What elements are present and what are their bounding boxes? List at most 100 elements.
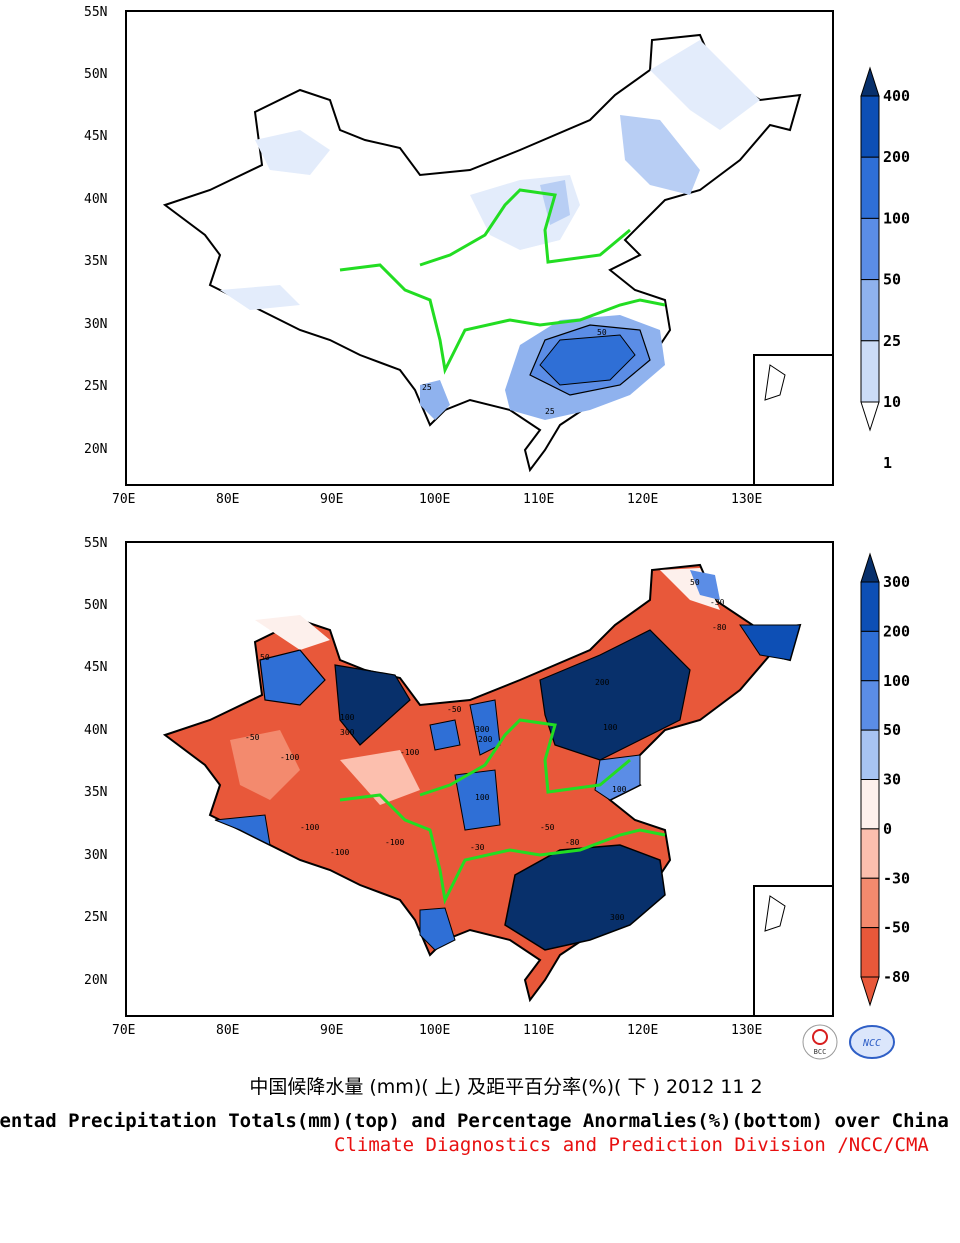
ncc-logo	[849, 1025, 895, 1059]
colorbar-label: 25	[883, 332, 901, 350]
lat-tick-label: 25N	[84, 379, 107, 394]
inset-coast	[764, 895, 786, 932]
colorbar-arrow-top	[860, 66, 880, 97]
anomaly-area	[214, 814, 271, 846]
lat-tick-label: 40N	[84, 723, 107, 738]
anomaly-area	[255, 615, 330, 650]
precip-area	[220, 285, 300, 310]
contour-label: -100	[280, 753, 299, 762]
yangtze-river	[339, 793, 666, 905]
precip-total-map: 50 25 25 55N 50N 45N 40N 35N 30N 25N 20N…	[84, 5, 910, 507]
longitude-labels: 70E 80E 90E 100E 110E 120E 130E	[112, 1023, 762, 1038]
lat-tick-label: 50N	[84, 598, 107, 613]
colorbar-label: 10	[883, 393, 901, 411]
colorbar-segment	[860, 279, 880, 342]
contour-label: -30	[470, 843, 485, 852]
contour-labels: -100 -100 -50 50 100 300 200 -30 -80 100…	[245, 578, 727, 922]
contour-label: -100	[330, 848, 349, 857]
contour-label: -80	[712, 623, 727, 632]
contour-label: 25	[545, 407, 555, 416]
contour-label: 100	[475, 793, 490, 802]
lat-tick-label: 45N	[84, 129, 107, 144]
lon-tick-label: 70E	[112, 1023, 135, 1038]
anomaly-area	[429, 719, 461, 751]
colorbar-segment	[860, 729, 880, 780]
lat-tick-label: 55N	[84, 536, 107, 551]
precip-area	[540, 180, 570, 225]
colorbar-label: 50	[883, 271, 901, 289]
contour-label: -50	[245, 733, 260, 742]
contour-label: 50	[260, 653, 270, 662]
lon-tick-label: 80E	[216, 1023, 239, 1038]
lon-tick-label: 120E	[627, 492, 658, 507]
lon-tick-label: 100E	[419, 492, 450, 507]
precip-anomaly-map-panel: -100 -100 -50 50 100 300 200 -30 -80 100…	[0, 530, 960, 1050]
colorbar-label: -30	[883, 869, 910, 887]
contour-label: 100	[603, 723, 618, 732]
precip-total-map-panel: 50 25 25 55N 50N 45N 40N 35N 30N 25N 20N…	[0, 0, 960, 520]
lon-tick-label: 100E	[419, 1023, 450, 1038]
ncc-logo-text: NCC	[862, 1038, 881, 1049]
inset-coast	[764, 364, 786, 401]
colorbar-segment	[860, 927, 880, 978]
colorbar-label: 400	[883, 87, 910, 105]
contour-label: -30	[710, 598, 725, 607]
colorbar-top: 400 200 100 50 25 10 1	[860, 66, 910, 472]
yangtze-river	[339, 263, 666, 375]
lat-tick-label: 45N	[84, 660, 107, 675]
colorbar-label: 100	[883, 672, 910, 690]
chart-title-chinese: 中国候降水量 (mm)( 上) 及距平百分率(%)( 下 ) 2012 11 2	[249, 1076, 763, 1098]
bcc-logo	[802, 1024, 838, 1060]
contour-label: 300	[610, 913, 625, 922]
anomaly-area	[340, 750, 420, 805]
precip-area	[539, 334, 636, 386]
colorbar-label: 300	[883, 573, 910, 591]
colorbar-label: 200	[883, 622, 910, 640]
colorbar-label: 0	[883, 820, 892, 838]
contour-label: 200	[478, 735, 493, 744]
anomaly-area	[230, 730, 300, 800]
chart-title-english: Pentad Precipitation Totals(mm)(top) and…	[0, 1110, 949, 1132]
lon-tick-label: 80E	[216, 492, 239, 507]
colorbar-segment	[860, 340, 880, 403]
contour-label: -100	[300, 823, 319, 832]
precip-area	[420, 380, 450, 420]
contour-label: 50	[597, 328, 607, 337]
lon-tick-label: 90E	[320, 492, 343, 507]
anomaly-area	[690, 570, 720, 600]
contour-label: -80	[565, 838, 580, 847]
lon-tick-label: 90E	[320, 1023, 343, 1038]
bcc-logo-swirl	[812, 1029, 828, 1045]
logos: BCC NCC	[800, 1020, 896, 1064]
colorbar-segment	[860, 680, 880, 731]
colorbar-label: 200	[883, 148, 910, 166]
colorbar-segment	[860, 217, 880, 281]
lat-tick-label: 20N	[84, 442, 107, 457]
colorbar-segment	[860, 828, 880, 879]
anomaly-area	[504, 844, 666, 951]
contour-label: 50	[690, 578, 700, 587]
colorbar-label: -50	[883, 919, 910, 937]
anomaly-area	[539, 629, 691, 761]
longitude-labels: 70E 80E 90E 100E 110E 120E 130E	[112, 492, 762, 507]
colorbar-label: 100	[883, 209, 910, 227]
anomaly-area	[454, 769, 501, 831]
contour-label: 100	[612, 785, 627, 794]
colorbar-segment	[860, 877, 880, 929]
colorbar-label: 50	[883, 721, 901, 739]
anomaly-area	[419, 907, 456, 951]
lat-tick-label: 20N	[84, 973, 107, 988]
contour-label: 300	[340, 728, 355, 737]
lon-tick-label: 130E	[731, 1023, 762, 1038]
precip-area	[255, 130, 330, 175]
anomaly-area	[334, 664, 411, 746]
latitude-labels: 55N 50N 45N 40N 35N 30N 25N 20N	[84, 536, 107, 988]
south-china-sea-inset	[753, 885, 834, 1017]
lat-tick-label: 40N	[84, 192, 107, 207]
colorbar-segment	[860, 95, 880, 158]
anomaly-area	[259, 649, 326, 706]
colorbar-label: 30	[883, 771, 901, 789]
lat-tick-label: 55N	[84, 5, 107, 20]
lat-tick-label: 35N	[84, 785, 107, 800]
